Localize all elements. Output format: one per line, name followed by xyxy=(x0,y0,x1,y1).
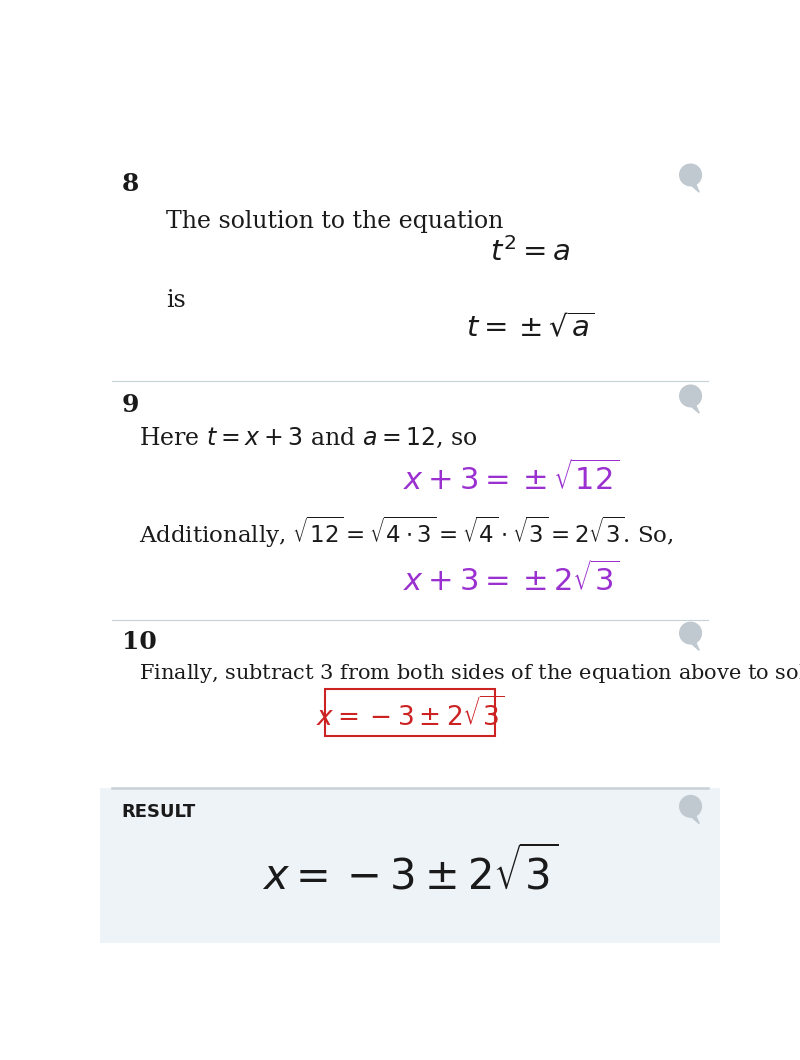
Circle shape xyxy=(680,796,702,817)
Text: Additionally, $\sqrt{12} = \sqrt{4 \cdot 3} = \sqrt{4} \cdot \sqrt{3} = 2\sqrt{3: Additionally, $\sqrt{12} = \sqrt{4 \cdot… xyxy=(138,514,674,550)
Circle shape xyxy=(680,622,702,643)
Circle shape xyxy=(680,164,702,186)
Text: Finally, subtract 3 from both sides of the equation above to solve for $x$:: Finally, subtract 3 from both sides of t… xyxy=(138,662,800,686)
Text: $t^2 = a$: $t^2 = a$ xyxy=(490,237,570,267)
Text: $x = -3 \pm 2\sqrt{3}$: $x = -3 \pm 2\sqrt{3}$ xyxy=(262,847,558,899)
Text: 8: 8 xyxy=(122,172,139,196)
Text: 10: 10 xyxy=(122,630,157,654)
Polygon shape xyxy=(686,813,699,824)
Text: The solution to the equation: The solution to the equation xyxy=(166,210,503,233)
Text: Here $t = x + 3$ and $a = 12$, so: Here $t = x + 3$ and $a = 12$, so xyxy=(138,426,478,450)
Text: $x + 3 = \pm\sqrt{12}$: $x + 3 = \pm\sqrt{12}$ xyxy=(402,461,619,497)
Text: is: is xyxy=(166,289,186,312)
Text: RESULT: RESULT xyxy=(122,803,196,822)
Circle shape xyxy=(680,385,702,407)
Text: $t = \pm\sqrt{a}$: $t = \pm\sqrt{a}$ xyxy=(466,314,594,343)
Text: $x + 3 = \pm 2\sqrt{3}$: $x + 3 = \pm 2\sqrt{3}$ xyxy=(402,562,619,598)
Polygon shape xyxy=(686,181,699,192)
Text: 9: 9 xyxy=(122,393,139,417)
Polygon shape xyxy=(686,639,699,651)
FancyBboxPatch shape xyxy=(325,689,495,736)
Text: $x = -3 \pm 2\sqrt{3}$: $x = -3 \pm 2\sqrt{3}$ xyxy=(316,696,504,731)
Polygon shape xyxy=(686,403,699,413)
FancyBboxPatch shape xyxy=(100,788,720,943)
